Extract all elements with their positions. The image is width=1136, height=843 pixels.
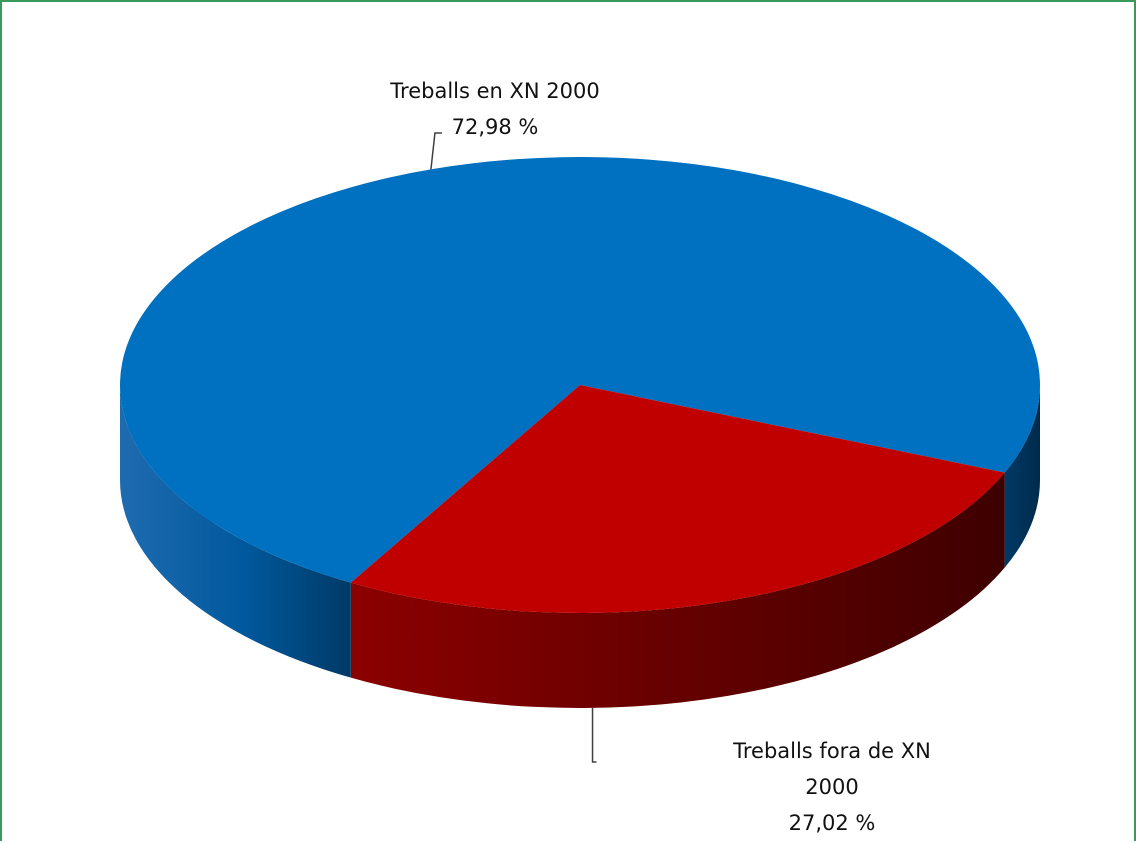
- leader-lines-group: [430, 132, 597, 763]
- pie-slice-treballs-en-xn-2000: [119, 157, 1040, 583]
- leader-line-treballs-en-xn-2000: [430, 132, 442, 170]
- data-label-treballs-fora-de-xn-2000-value: 27,02 %: [789, 811, 876, 835]
- data-label-treballs-en-xn-2000-name-line-1: Treballs en XN 2000: [389, 79, 599, 103]
- slice-side-wall-blue-right: [1004, 385, 1040, 568]
- pie-slices-group: [119, 157, 1040, 708]
- pie-slice-treballs-fora-de-xn-2000: [350, 385, 1005, 613]
- slice-side-wall-blue-left: [119, 385, 351, 678]
- leader-line-treballs-fora-de-xn-2000: [591, 707, 597, 763]
- data-label-treballs-fora-de-xn-2000-name-line-1: Treballs fora de XN: [732, 739, 931, 763]
- data-label-treballs-en-xn-2000-value: 72,98 %: [452, 115, 539, 139]
- slice-side-wall-red: [350, 472, 1005, 708]
- data-label-treballs-fora-de-xn-2000-name-line-2: 2000: [805, 775, 858, 799]
- data-labels-group: Treballs en XN 2000 72,98 % Treballs fora …: [389, 79, 931, 835]
